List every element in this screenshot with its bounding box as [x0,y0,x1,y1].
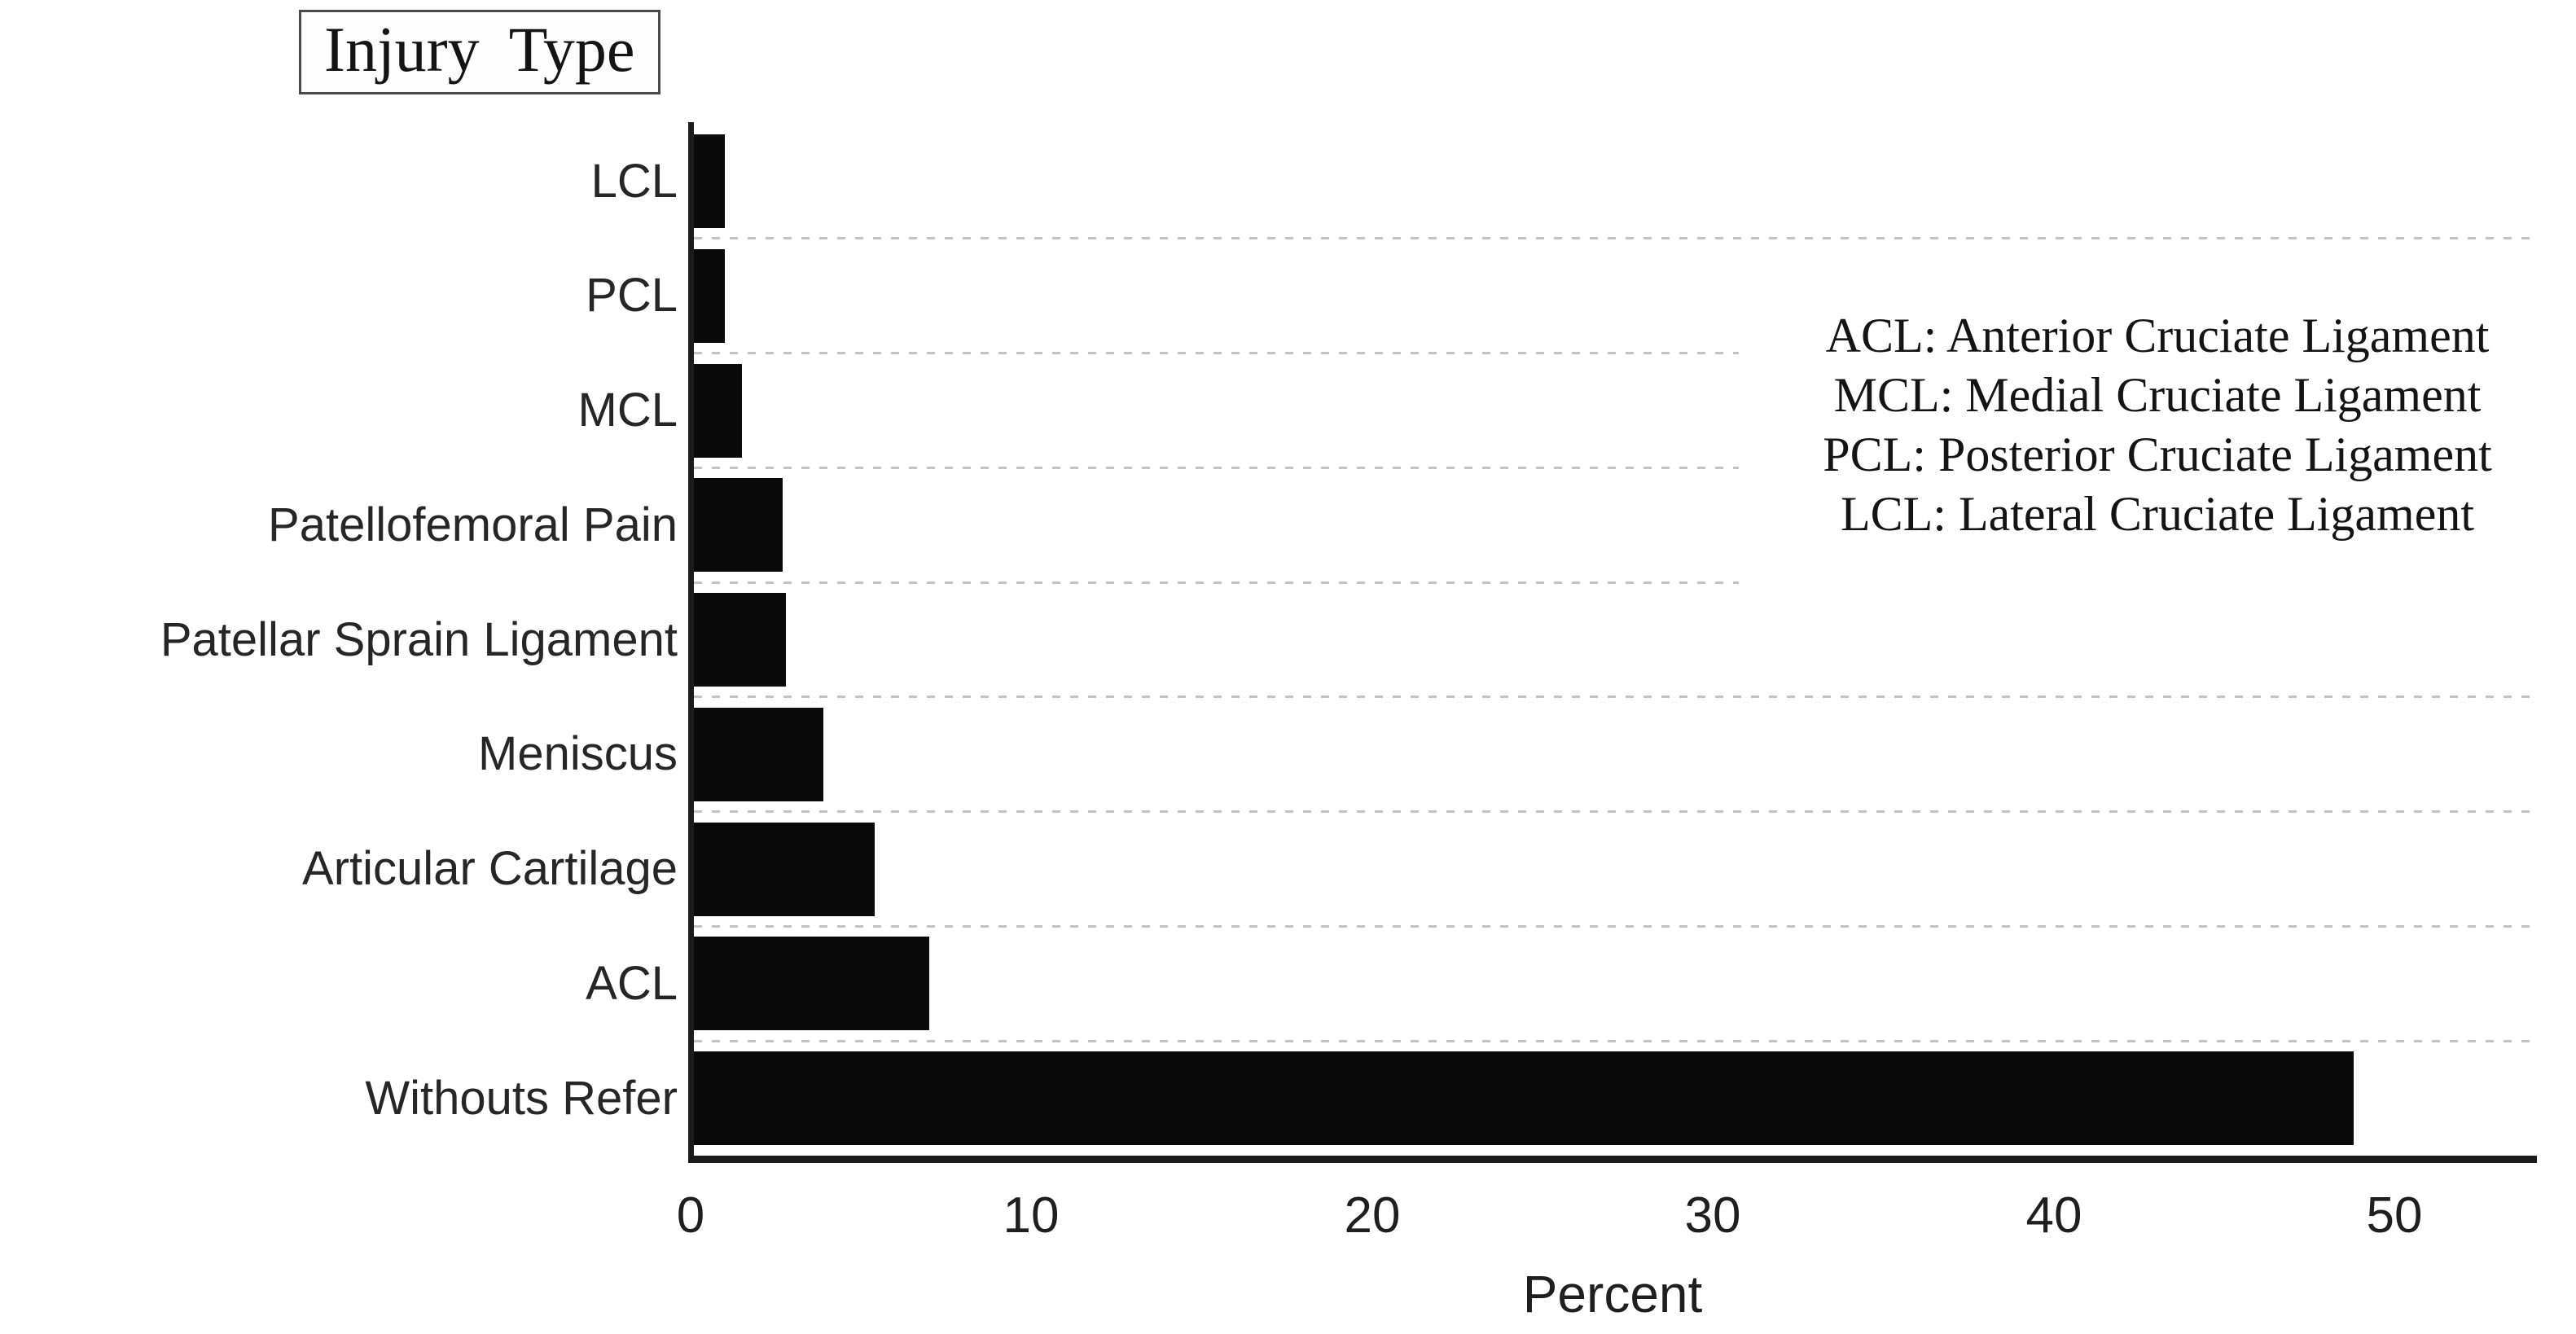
bar-lcl [694,134,725,228]
gridline [694,237,2533,239]
bar-articular-cartilage [694,823,875,916]
x-tick-40: 40 [2025,1187,2082,1244]
x-tick-0: 0 [676,1187,705,1244]
gridline [694,696,2533,698]
bar-patellofemoral-pain [694,478,783,572]
category-label-patellofemoral-pain: Patellofemoral Pain [268,498,678,551]
bar-acl [694,937,929,1030]
x-tick-20: 20 [1344,1187,1401,1244]
category-label-meniscus: Meniscus [478,727,678,780]
bar-mcl [694,364,742,458]
legend-line-2: MCL: Medial Cruciate Ligament [1833,368,2482,422]
category-label-mcl: MCL [577,384,678,437]
x-axis-title: Percent [1522,1265,1703,1323]
x-tick-50: 50 [2366,1187,2423,1244]
chart-title: Injury Type [299,10,660,94]
gridline [694,352,2533,354]
bar-withouts-refer [694,1051,2354,1145]
x-axis-line [688,1156,2537,1163]
gridline [694,925,2533,928]
bar-meniscus [694,708,823,801]
legend-line-4: LCL: Lateral Cruciate Ligament [1840,487,2474,541]
category-label-acl: ACL [586,957,678,1010]
category-label-pcl: PCL [586,269,678,322]
x-tick-30: 30 [1684,1187,1741,1244]
gridline [694,810,2533,813]
bar-patellar-sprain-ligament [694,593,786,687]
category-label-articular-cartilage: Articular Cartilage [302,842,678,895]
y-axis-line [688,122,694,1163]
legend-line-3: PCL: Posterior Cruciate Ligament [1823,428,2492,481]
bar-pcl [694,249,725,343]
legend-line-1: ACL: Anterior Cruciate Ligament [1825,309,2490,362]
x-tick-10: 10 [1003,1187,1060,1244]
gridline [694,1040,2533,1042]
abbreviation-legend: ACL: Anterior Cruciate Ligament MCL: Medi… [1739,290,2576,593]
category-label-patellar-sprain-ligament: Patellar Sprain Ligament [160,613,678,666]
gridline [694,467,2533,469]
category-label-withouts-refer: Withouts Refer [365,1072,678,1125]
gridline [694,581,2533,584]
category-label-lcl: LCL [590,155,678,208]
